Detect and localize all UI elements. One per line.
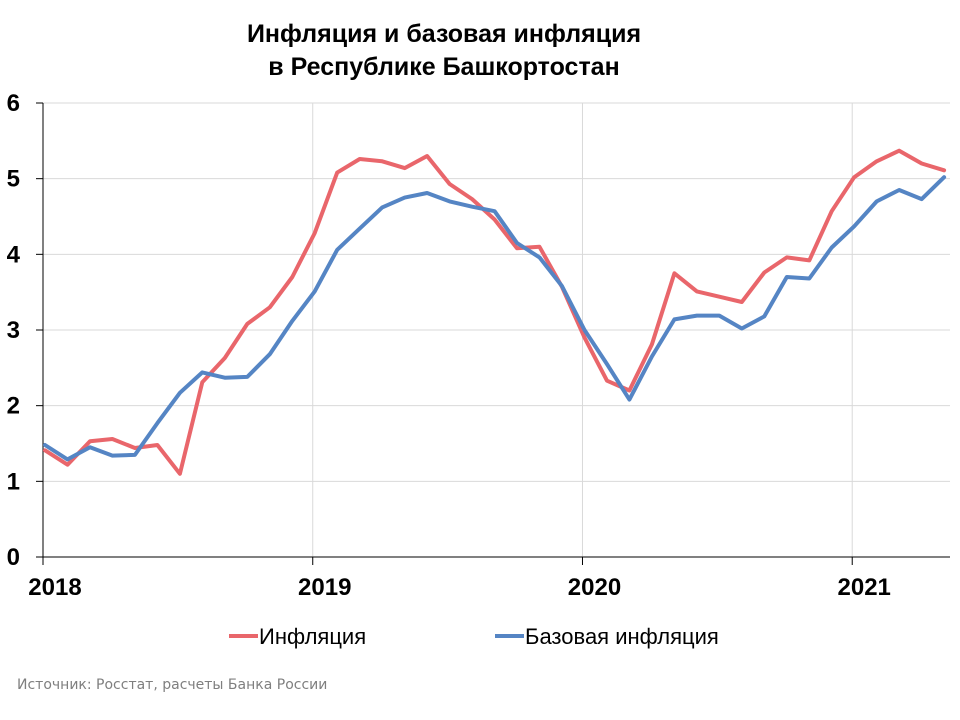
chart-title-line-1: Инфляция и базовая инфляция	[247, 20, 641, 48]
source-note: Источник: Росстат, расчеты Банка России	[17, 677, 327, 693]
y-tick-label-1: 1	[7, 468, 20, 495]
series-line-core-inflation	[43, 175, 947, 462]
x-tick-label-2018: 2018	[28, 574, 81, 601]
legend-label-inflation: Инфляция	[259, 624, 366, 649]
y-tick-label-0: 0	[7, 544, 20, 571]
legend: Инфляция Базовая инфляция	[229, 624, 719, 649]
horizontal-gridlines	[36, 102, 950, 558]
legend-label-core-inflation: Базовая инфляция	[525, 624, 719, 649]
y-tick-label-2: 2	[7, 393, 20, 420]
axes	[42, 103, 950, 558]
y-tick-label-3: 3	[7, 317, 20, 344]
x-tick-labels: 2018 2019 2020 2021	[28, 574, 891, 601]
y-tick-label-6: 6	[7, 90, 20, 117]
y-tick-labels: 0 1 2 3 4 5 6	[7, 90, 21, 571]
y-tick-label-4: 4	[7, 241, 21, 268]
chart-title-line-2: в Республике Башкортостан	[268, 53, 619, 81]
vertical-gridlines	[42, 103, 853, 565]
y-tick-label-5: 5	[7, 166, 20, 193]
series-line-inflation	[43, 148, 947, 476]
x-tick-label-2020: 2020	[568, 574, 621, 601]
x-tick-label-2019: 2019	[298, 574, 351, 601]
x-tick-label-2021: 2021	[838, 574, 891, 601]
series-lines	[43, 148, 947, 476]
